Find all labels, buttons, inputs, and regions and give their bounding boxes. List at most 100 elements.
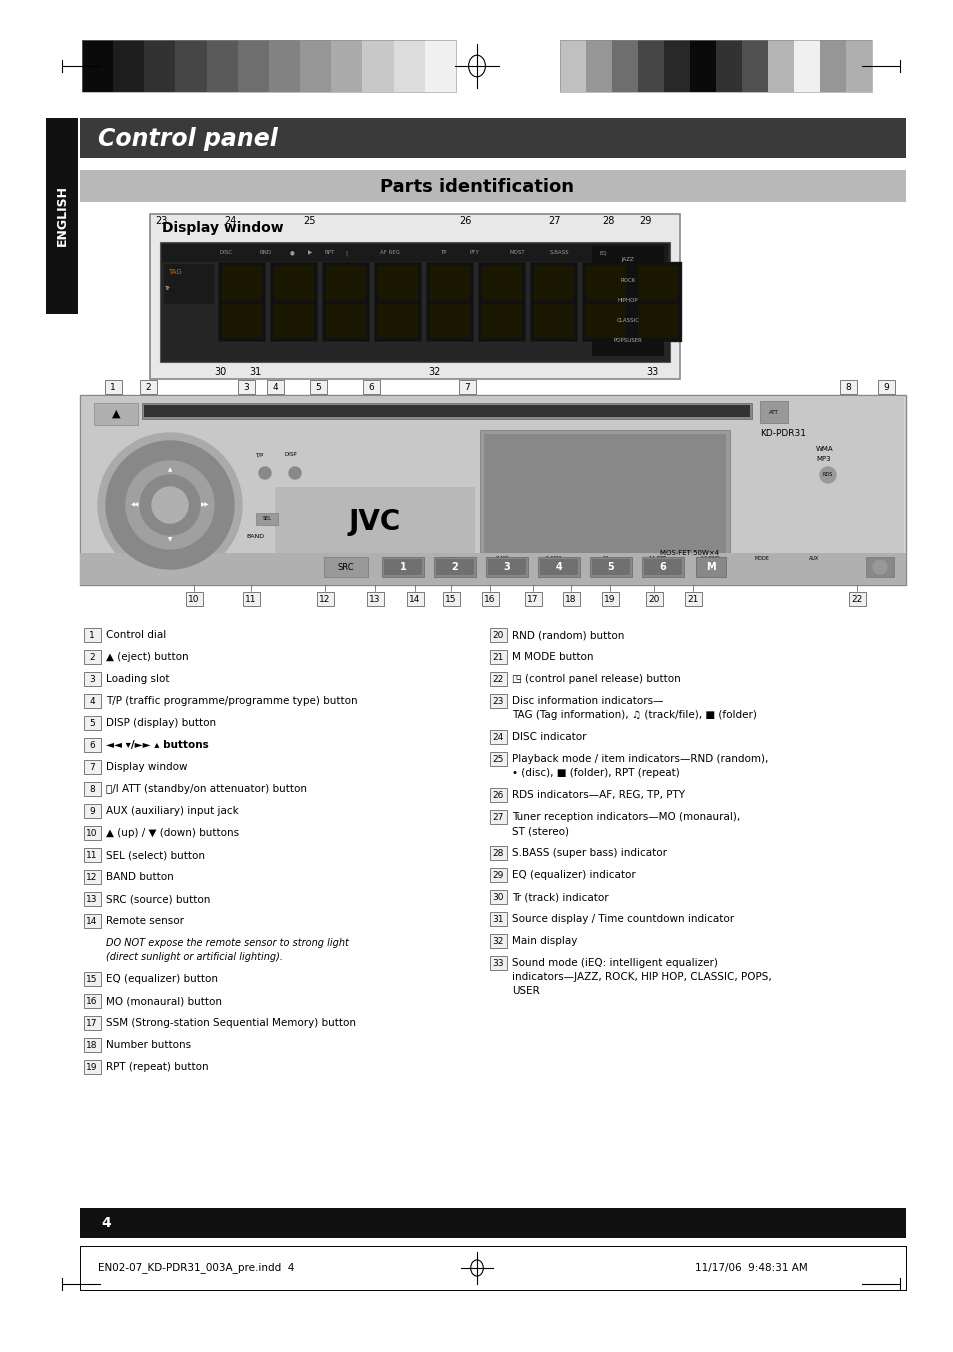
Bar <box>322 262 370 342</box>
Bar <box>326 304 366 338</box>
Text: Tr: Tr <box>165 285 171 291</box>
Text: EQ (equalizer) button: EQ (equalizer) button <box>106 973 218 984</box>
Text: MP3: MP3 <box>815 456 830 462</box>
Text: 14: 14 <box>409 595 420 603</box>
Text: DISC indicator: DISC indicator <box>512 731 586 742</box>
Text: MO (monaural) button: MO (monaural) button <box>106 996 222 1006</box>
Bar <box>80 395 905 585</box>
Text: 19: 19 <box>603 595 615 603</box>
Text: JVC: JVC <box>349 508 400 535</box>
Text: 25: 25 <box>492 754 503 764</box>
Bar <box>592 558 629 575</box>
Bar <box>760 402 787 423</box>
Text: 17: 17 <box>86 1018 97 1028</box>
Text: 1: 1 <box>399 562 406 572</box>
Text: 31: 31 <box>492 914 503 923</box>
Bar <box>175 41 207 92</box>
Text: 11 RPT: 11 RPT <box>649 557 666 561</box>
Text: 22: 22 <box>492 675 503 684</box>
Text: RPT (repeat) button: RPT (repeat) button <box>106 1063 209 1072</box>
Text: 7: 7 <box>464 383 470 392</box>
Text: SRC: SRC <box>337 562 354 572</box>
Bar <box>442 592 459 606</box>
Bar <box>485 557 527 577</box>
Bar <box>877 380 894 393</box>
Text: 12 RND: 12 RND <box>700 557 719 561</box>
Bar <box>488 558 525 575</box>
Bar <box>481 304 521 338</box>
Bar <box>84 1038 101 1052</box>
Text: 2: 2 <box>89 653 94 661</box>
Text: ▶: ▶ <box>308 250 312 256</box>
Bar <box>589 557 631 577</box>
Text: S.BASS: S.BASS <box>550 250 569 256</box>
Bar <box>113 41 144 92</box>
Bar <box>612 41 638 92</box>
Bar <box>162 243 667 262</box>
Bar <box>696 557 725 577</box>
Bar <box>255 512 277 525</box>
Circle shape <box>258 466 271 479</box>
Text: Sound mode (iEQ: intelligent equalizer): Sound mode (iEQ: intelligent equalizer) <box>512 959 717 968</box>
Bar <box>638 304 678 338</box>
Bar <box>490 650 506 664</box>
Bar <box>381 557 423 577</box>
Text: 4: 4 <box>89 696 94 706</box>
Text: 24: 24 <box>492 733 503 741</box>
Text: 20: 20 <box>648 595 659 603</box>
Bar <box>84 972 101 986</box>
Bar <box>310 380 327 393</box>
Text: 5: 5 <box>89 718 94 727</box>
Bar <box>394 41 424 92</box>
Text: 16: 16 <box>484 595 496 603</box>
Bar <box>434 557 476 577</box>
Bar <box>377 304 417 338</box>
Bar <box>490 788 506 802</box>
Text: 31: 31 <box>249 366 261 377</box>
Bar <box>84 1015 101 1030</box>
Text: Main display: Main display <box>512 936 577 946</box>
Text: 10: 10 <box>188 595 199 603</box>
Text: RDS indicators—AF, REG, TP, PTY: RDS indicators—AF, REG, TP, PTY <box>512 790 684 800</box>
Text: CLASSIC: CLASSIC <box>616 318 639 323</box>
Text: 11/17/06  9:48:31 AM: 11/17/06 9:48:31 AM <box>695 1263 807 1274</box>
Text: Display window: Display window <box>106 763 188 772</box>
Text: ATT: ATT <box>768 410 778 415</box>
Bar <box>490 810 506 823</box>
Bar <box>144 41 175 92</box>
Bar <box>767 41 793 92</box>
Bar <box>84 627 101 642</box>
Text: 12: 12 <box>319 595 331 603</box>
Text: 2: 2 <box>145 383 151 392</box>
Text: Number buttons: Number buttons <box>106 1040 191 1051</box>
Text: EQ: EQ <box>599 250 607 256</box>
Bar <box>222 266 262 300</box>
Bar <box>477 262 525 342</box>
Bar <box>82 41 456 92</box>
Text: 7: 7 <box>89 763 94 772</box>
Bar <box>374 262 421 342</box>
Text: 10: 10 <box>602 557 608 561</box>
Circle shape <box>820 466 835 483</box>
Text: T/P: T/P <box>254 453 263 457</box>
Bar <box>84 826 101 840</box>
Text: 24: 24 <box>224 216 236 226</box>
Text: ENGLISH: ENGLISH <box>55 185 69 246</box>
Bar <box>436 558 474 575</box>
Text: 17: 17 <box>527 595 538 603</box>
Bar <box>160 242 669 362</box>
Text: 32: 32 <box>428 366 440 377</box>
Bar <box>641 557 683 577</box>
Bar <box>237 380 254 393</box>
Text: USER: USER <box>512 986 539 996</box>
Text: 23: 23 <box>154 216 167 226</box>
Text: EQ (equalizer) indicator: EQ (equalizer) indicator <box>512 869 635 880</box>
Text: M MODE button: M MODE button <box>512 652 593 662</box>
Bar <box>274 266 314 300</box>
Text: ▲: ▲ <box>112 410 120 419</box>
Text: S.BASS (super bass) indicator: S.BASS (super bass) indicator <box>512 848 666 859</box>
Bar <box>490 694 506 708</box>
Text: 1: 1 <box>110 383 115 392</box>
Text: 29: 29 <box>639 216 651 226</box>
Bar <box>559 41 871 92</box>
